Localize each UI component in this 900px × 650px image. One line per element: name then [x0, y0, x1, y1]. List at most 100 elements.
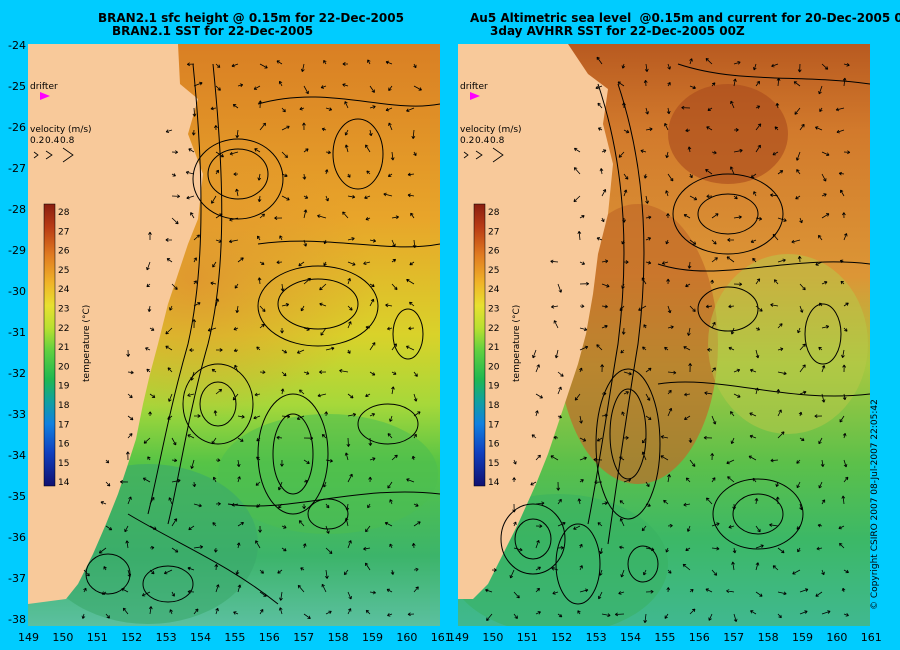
sea-level-contours — [85, 63, 440, 605]
colorbar-tick-label: 21 — [58, 343, 69, 353]
x-axis-label: 157 — [293, 631, 315, 644]
drifter-label: drifter — [30, 82, 58, 92]
x-axis-label: 159 — [792, 631, 813, 644]
x-axis-label: 152 — [551, 631, 573, 644]
velocity-scale-1: 0.4 — [475, 136, 490, 146]
colorbar-tick-label: 28 — [58, 208, 70, 218]
velocity-scale-0: 0.2 — [30, 136, 44, 146]
colorbar-tick-label: 16 — [488, 440, 500, 450]
x-axis-label: 153 — [155, 631, 177, 644]
colorbar-tick-label: 27 — [488, 227, 499, 237]
colorbar-tick-label: 22 — [488, 324, 499, 334]
x-axis-label: 156 — [688, 631, 710, 644]
colorbar-tick-label: 14 — [488, 478, 500, 488]
colorbar-tick-label: 26 — [58, 247, 70, 257]
colorbar-tick-label: 18 — [488, 401, 500, 411]
x-axis-label: 158 — [757, 631, 779, 644]
x-axis-label: 150 — [482, 631, 504, 644]
velocity-arrows-icon — [463, 147, 504, 163]
velocity-scale-0: 0.2 — [460, 136, 474, 146]
y-axis-label: -32 — [8, 367, 26, 380]
y-axis-label: -26 — [8, 121, 26, 134]
x-axis-label: 154 — [620, 631, 641, 644]
x-axis-label: 155 — [224, 631, 246, 644]
left-title-line2: BRAN2.1 SST for 22-Dec-2005 — [112, 24, 314, 38]
x-axis-label: 150 — [52, 631, 74, 644]
x-axis-label: 149 — [448, 631, 469, 644]
velocity-arrows-icon — [33, 147, 74, 163]
land-mass — [28, 44, 203, 604]
x-axis-label: 156 — [258, 631, 280, 644]
current-arrow — [81, 59, 422, 619]
x-axis-label: 153 — [585, 631, 607, 644]
current-vectors — [81, 59, 422, 619]
y-axis-label: -25 — [8, 80, 26, 93]
x-axis-label: 161 — [430, 631, 452, 644]
velocity-scale-1: 0.4 — [45, 136, 60, 146]
colorbar-tick-label: 22 — [58, 324, 69, 334]
drifter-icon — [470, 92, 480, 100]
colorbar-tick-label: 23 — [488, 305, 499, 315]
colorbar-tick-label: 20 — [488, 362, 500, 372]
colorbar-tick-label: 15 — [488, 459, 499, 469]
velocity-scale-2: 0.8 — [490, 136, 505, 146]
current-arrow — [485, 56, 851, 624]
colorbar-tick-label: 27 — [58, 227, 69, 237]
x-axis-label: 161 — [860, 631, 882, 644]
colorbar-tick-label: 18 — [58, 401, 70, 411]
x-axis-label: 151 — [86, 631, 108, 644]
colorbar-tick-label: 17 — [58, 420, 69, 430]
right-map-panel[interactable]: drifter velocity (m/s) 0.2 0.4 0.8 28 27 2… — [458, 44, 870, 626]
x-axis-label: 157 — [723, 631, 745, 644]
velocity-scale-2: 0.8 — [60, 136, 75, 146]
velocity-label: velocity (m/s) — [30, 125, 92, 135]
colorbar-tick-label: 23 — [58, 305, 69, 315]
colorbar-tick-label: 26 — [488, 247, 500, 257]
sea-level-contours — [500, 63, 870, 605]
colorbar-tick-label: 15 — [58, 459, 69, 469]
colorbar-title: temperature (°C) — [82, 305, 92, 382]
right-title-line1: Au5 Altimetric sea level @0.15m and curr… — [470, 11, 900, 25]
colorbar-tick-label: 24 — [58, 285, 70, 295]
colorbar-tick-label: 20 — [58, 362, 70, 372]
y-axis-label: -30 — [8, 285, 26, 298]
y-axis-label: -33 — [8, 408, 26, 421]
copyright-text: © Copyright CSIRO 2007 08-Jul-2007 22:05… — [870, 399, 880, 610]
x-axis-label: 160 — [396, 631, 418, 644]
colorbar-tick-label: 17 — [488, 420, 499, 430]
y-axis-label: -34 — [8, 449, 26, 462]
colorbar-tick-label: 16 — [58, 440, 70, 450]
x-axis-label: 151 — [516, 631, 538, 644]
y-axis-label: -27 — [8, 162, 26, 175]
x-axis-label: 154 — [190, 631, 211, 644]
colorbar-tick-label: 14 — [58, 478, 70, 488]
colorbar — [473, 203, 486, 487]
colorbar-tick-label: 21 — [488, 343, 499, 353]
y-axis-label: -36 — [8, 531, 26, 544]
y-axis-label: -28 — [8, 203, 26, 216]
x-axis-label: 160 — [826, 631, 848, 644]
y-axis-label: -35 — [8, 490, 26, 503]
x-axis-label: 159 — [362, 631, 383, 644]
y-axis-label: -38 — [8, 613, 26, 626]
y-axis-label: -24 — [8, 39, 26, 52]
drifter-label: drifter — [460, 82, 488, 92]
current-vectors — [485, 56, 851, 624]
velocity-label: velocity (m/s) — [460, 125, 522, 135]
colorbar-title: temperature (°C) — [512, 305, 522, 382]
colorbar-tick-label: 28 — [488, 208, 500, 218]
x-axis-label: 152 — [121, 631, 143, 644]
y-axis-label: -29 — [8, 244, 26, 257]
colorbar — [43, 203, 56, 487]
colorbar-tick-label: 19 — [488, 382, 500, 392]
drifter-icon — [40, 92, 50, 100]
x-axis-label: 158 — [327, 631, 349, 644]
colorbar-tick-label: 25 — [58, 266, 69, 276]
y-axis-label: -31 — [8, 326, 26, 339]
x-axis-label: 149 — [18, 631, 39, 644]
colorbar-tick-label: 19 — [58, 382, 70, 392]
left-map-panel[interactable]: drifter velocity (m/s) 0.2 0.4 0.8 28 27 2… — [28, 44, 440, 626]
x-axis-label: 155 — [654, 631, 676, 644]
left-title-line1: BRAN2.1 sfc height @ 0.15m for 22-Dec-20… — [98, 11, 404, 25]
land-mass — [458, 44, 613, 599]
